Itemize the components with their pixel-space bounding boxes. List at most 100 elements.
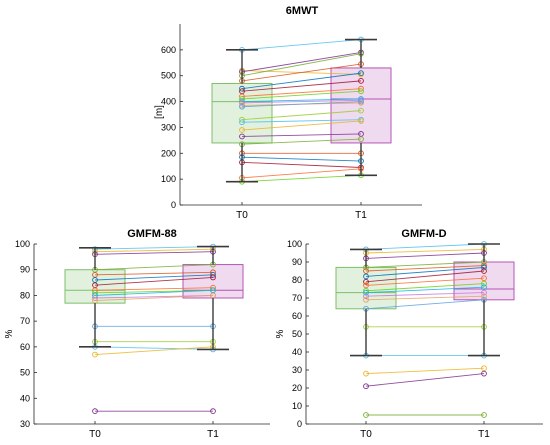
y-tick-label: 500 xyxy=(161,71,176,81)
pair-line xyxy=(241,156,362,162)
point-t1 xyxy=(481,370,487,377)
x-tick-label: T1 xyxy=(478,429,490,440)
point-t0 xyxy=(239,103,245,110)
point-t0 xyxy=(363,289,369,296)
y-tick-label: 100 xyxy=(161,174,176,184)
pair-line xyxy=(241,120,362,131)
pair-line xyxy=(94,274,214,281)
pair-line xyxy=(241,138,362,145)
point-t1 xyxy=(210,272,216,278)
point-t0 xyxy=(92,408,98,414)
pair-line xyxy=(365,243,485,250)
y-tick-label: 40 xyxy=(292,347,302,357)
point-t1 xyxy=(481,289,487,296)
pair-line xyxy=(365,286,485,294)
y-tick-label: 200 xyxy=(161,148,176,158)
point-t0 xyxy=(239,133,245,140)
point-t0 xyxy=(363,282,369,289)
y-axis-label: % xyxy=(4,329,15,338)
pair-line xyxy=(94,271,214,276)
pair-line xyxy=(365,283,485,292)
point-t0 xyxy=(363,268,369,274)
point-t1 xyxy=(481,262,487,269)
pair-line xyxy=(241,174,362,183)
pair-line xyxy=(94,346,214,356)
point-t1 xyxy=(481,280,487,287)
y-tick-label: 50 xyxy=(20,368,30,378)
pair-line xyxy=(94,248,214,253)
pair-line xyxy=(241,72,362,90)
pair-line xyxy=(241,161,362,168)
point-t0 xyxy=(363,412,369,418)
chart-title: GMFM-D xyxy=(401,228,446,240)
y-tick-label: 0 xyxy=(297,419,302,429)
point-t0 xyxy=(363,273,369,280)
point-t1 xyxy=(481,275,487,282)
point-t1 xyxy=(358,78,364,84)
point-t0 xyxy=(363,293,369,300)
point-t1 xyxy=(481,365,487,372)
pair-line xyxy=(94,251,214,255)
pair-line xyxy=(241,133,362,137)
point-t1 xyxy=(481,412,487,418)
y-tick-label: 60 xyxy=(292,311,302,321)
pair-line xyxy=(241,110,362,121)
y-tick-label: 70 xyxy=(292,293,302,303)
point-t0 xyxy=(363,278,369,285)
point-t1 xyxy=(358,107,364,114)
pair-line xyxy=(241,88,362,97)
point-t0 xyxy=(363,296,369,303)
x-tick-label: T0 xyxy=(89,429,101,440)
pair-line xyxy=(241,39,362,51)
y-axis-label: [m] xyxy=(154,105,165,119)
pair-line xyxy=(365,266,485,277)
chart-gmfm-d: GMFM-D % 0 10 20 30 40 50 60 70 80 90 100 T0 T1 xyxy=(275,228,543,440)
y-tick-label: 80 xyxy=(20,290,30,300)
point-t1 xyxy=(210,274,216,281)
pair-line xyxy=(94,289,214,296)
pair-line xyxy=(365,265,485,272)
point-t1 xyxy=(358,70,364,76)
point-t1 xyxy=(481,284,487,291)
chart-title: 6MWT xyxy=(286,5,319,17)
y-tick-label: 60 xyxy=(20,342,30,352)
y-tick-label: 30 xyxy=(20,419,30,429)
pair-line xyxy=(94,264,214,271)
pair-line xyxy=(241,53,362,77)
chart-gmfm-88: GMFM-88 % 30 40 50 60 70 80 90 100 T0 T1 xyxy=(4,228,270,440)
y-tick-label: 80 xyxy=(292,275,302,285)
pair-line xyxy=(241,90,362,100)
point-t1 xyxy=(358,85,364,92)
chart-title: GMFM-88 xyxy=(127,228,177,240)
y-tick-label: 10 xyxy=(292,401,302,411)
y-tick-label: 0 xyxy=(171,200,176,210)
y-tick-label: 600 xyxy=(161,45,176,55)
pair-line xyxy=(241,101,362,108)
pair-line xyxy=(241,51,362,73)
pair-line xyxy=(365,367,485,375)
point-t0 xyxy=(239,119,245,126)
point-t0 xyxy=(363,287,369,294)
point-t1 xyxy=(481,264,487,271)
pair-line xyxy=(94,287,214,291)
pair-line xyxy=(94,276,214,286)
point-t1 xyxy=(210,408,216,414)
pair-line xyxy=(365,270,485,283)
y-tick-label: 70 xyxy=(20,316,30,326)
point-t1 xyxy=(210,292,216,299)
point-t1 xyxy=(481,293,487,300)
pair-line xyxy=(365,299,485,310)
pair-line xyxy=(241,99,362,104)
pair-line xyxy=(241,63,362,82)
y-tick-label: 300 xyxy=(161,122,176,132)
pair-line xyxy=(365,277,485,286)
pair-line xyxy=(365,292,485,297)
pair-line xyxy=(241,80,362,92)
point-t0 xyxy=(92,351,98,358)
point-t1 xyxy=(481,268,487,274)
point-t1 xyxy=(358,136,364,142)
y-tick-label: 20 xyxy=(292,383,302,393)
y-tick-label: 30 xyxy=(292,365,302,375)
y-tick-label: 400 xyxy=(161,97,176,107)
